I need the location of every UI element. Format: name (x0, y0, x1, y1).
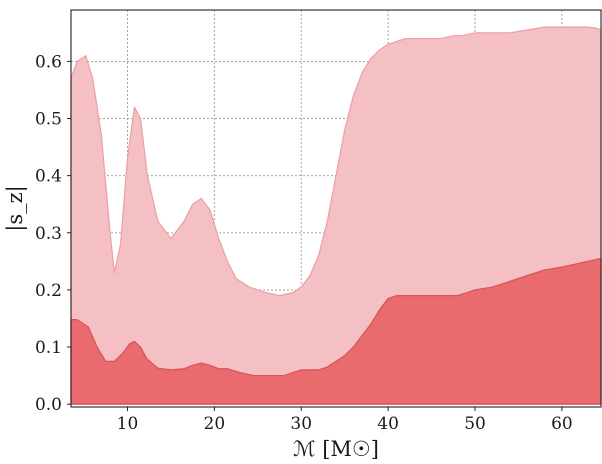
y-axis-label: |s_z| (3, 185, 28, 232)
plot-frame (70, 9, 602, 408)
x-tick-label: 10 (117, 414, 139, 434)
y-tick-label: 0.1 (35, 338, 62, 358)
x-tick-label: 50 (464, 414, 486, 434)
y-tick-label: 0.6 (35, 52, 62, 72)
y-tick-label: 0.5 (35, 110, 62, 130)
x-tick-label: 40 (377, 414, 399, 434)
lower-bound-area (70, 257, 602, 405)
x-tick-label: 30 (290, 414, 312, 434)
x-axis-label: ℳ [M☉] (293, 437, 379, 461)
y-tick-label: 0.3 (35, 224, 62, 244)
y-tick-label: 0.2 (35, 281, 62, 301)
y-tick-label: 0.0 (35, 395, 62, 415)
y-tick-label: 0.4 (35, 167, 62, 187)
series-areas (70, 26, 602, 405)
x-tick-label: 60 (551, 414, 573, 434)
ticks: 10 20 30 40 50 60 0.0 0.1 0.2 0.3 0.4 0.5 0.6 (35, 52, 573, 434)
x-tick-label: 20 (204, 414, 226, 434)
